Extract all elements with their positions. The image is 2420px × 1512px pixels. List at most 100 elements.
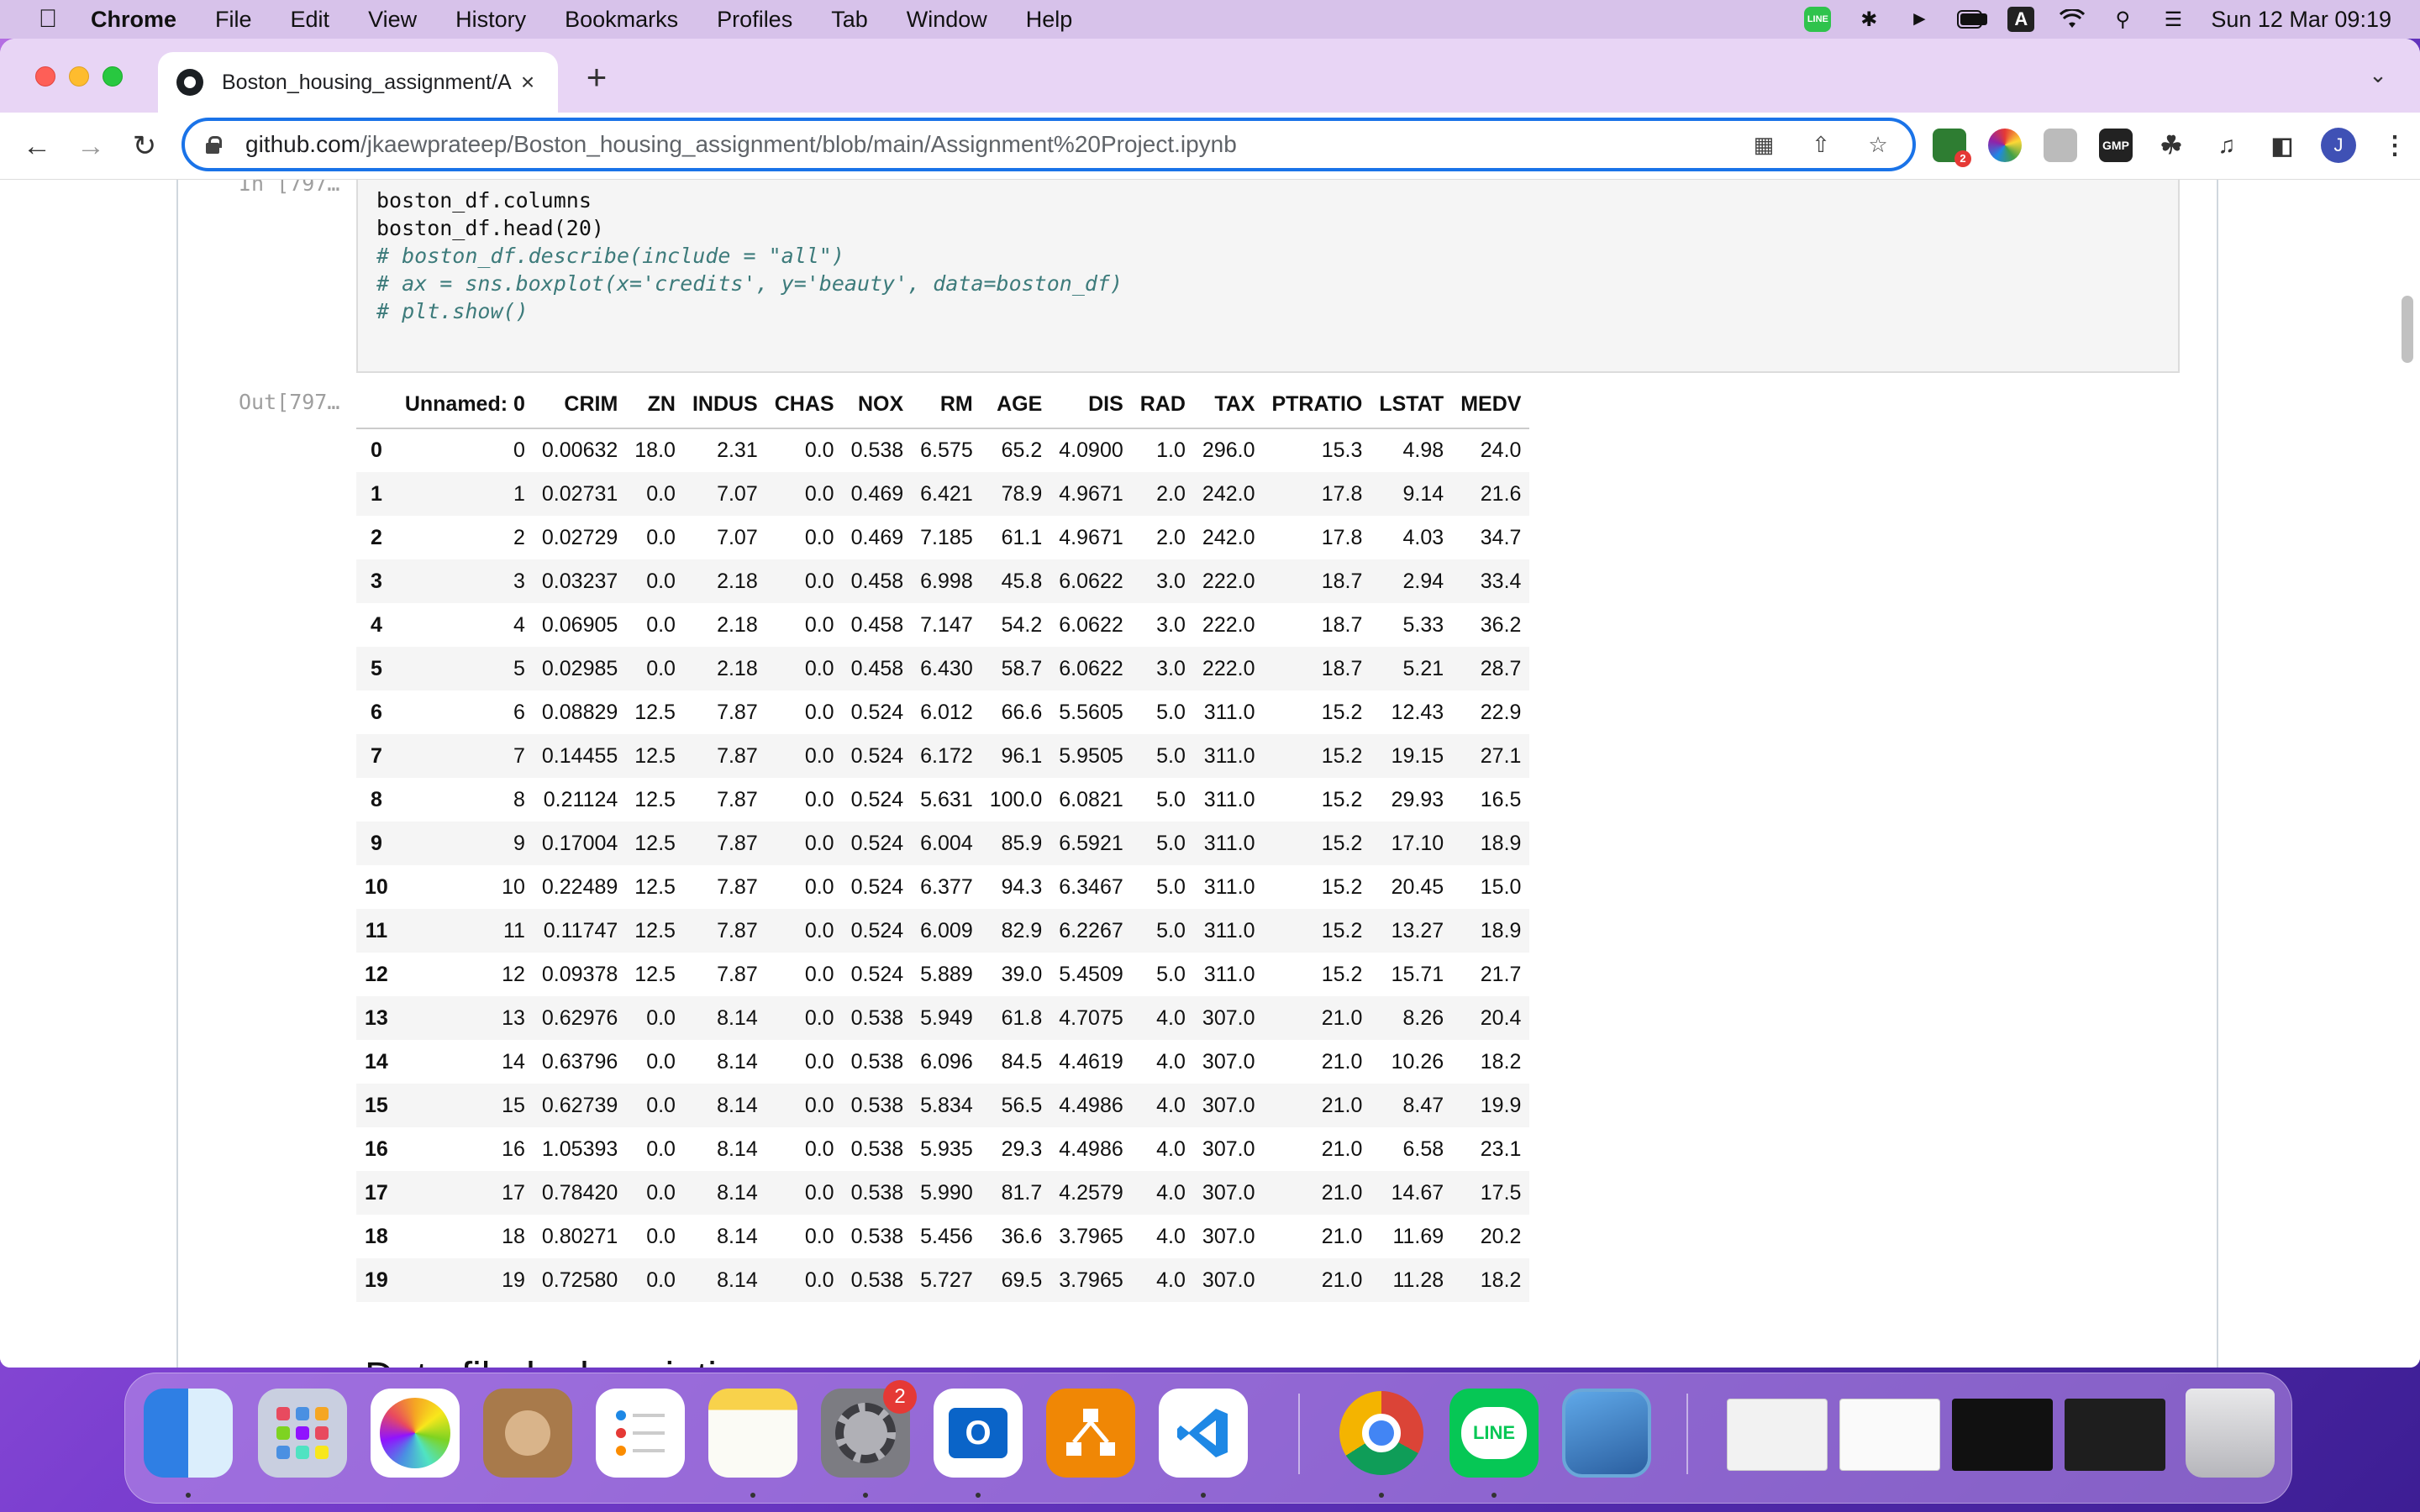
window-zoom-button[interactable]	[103, 66, 123, 87]
menu-view[interactable]: View	[368, 6, 418, 32]
share-icon[interactable]: ⇧	[1812, 132, 1830, 157]
table-cell: 21.0	[1321, 1049, 1363, 1074]
line-status-icon[interactable]: LINE	[1804, 7, 1832, 32]
url-path: /jkaewprateep/Boston_housing_assignment/…	[360, 131, 1237, 157]
table-cell: 307.0	[1202, 1268, 1255, 1292]
play-icon[interactable]: ►	[1909, 8, 1930, 30]
preview-icon[interactable]	[1562, 1389, 1651, 1478]
table-row: 16 16 1.05393 0.0 8.14 0.0 0.538 5.935 29.3 4.498…	[356, 1127, 1529, 1171]
table-cell: 8.14	[717, 1137, 758, 1161]
notes-icon[interactable]	[708, 1389, 797, 1478]
table-row: 18 18 0.80271 0.0 8.14 0.0 0.538 5.456 36.6 3.796…	[356, 1215, 1529, 1258]
row-index: 8	[370, 787, 382, 811]
vscode-icon[interactable]	[1159, 1389, 1248, 1478]
table-cell: 3.7965	[1059, 1268, 1123, 1292]
table-cell: 0.538	[850, 1005, 904, 1030]
menu-bookmarks[interactable]: Bookmarks	[565, 6, 679, 32]
finder-icon[interactable]	[144, 1389, 233, 1478]
window-close-button[interactable]	[35, 66, 55, 87]
system-settings-icon[interactable]: 2	[821, 1380, 917, 1478]
outlook-icon[interactable]: O	[934, 1389, 1023, 1478]
table-cell: 1.05393	[541, 1137, 618, 1161]
side-panel-icon[interactable]: ◧	[2270, 132, 2294, 159]
menu-profiles[interactable]: Profiles	[717, 6, 793, 32]
extension-evernote-icon[interactable]: 2	[1933, 129, 1971, 167]
input-source-icon[interactable]: A	[2007, 7, 2035, 32]
menu-help[interactable]: Help	[1025, 6, 1073, 32]
back-arrow-icon[interactable]: ←	[23, 130, 51, 162]
minimized-window-outlook[interactable]	[1727, 1399, 1828, 1471]
table-cell: 0.0	[804, 700, 834, 724]
menu-edit[interactable]: Edit	[290, 6, 330, 32]
line-app-icon[interactable]: LINE	[1449, 1389, 1539, 1478]
tab-search-chevron-icon[interactable]: ⌄	[2369, 62, 2387, 87]
table-cell: 2.94	[1402, 569, 1444, 593]
table-cell: 18	[502, 1224, 525, 1248]
menu-window[interactable]: Window	[906, 6, 987, 32]
table-cell: 0.524	[850, 831, 904, 855]
menu-app-chrome[interactable]: Chrome	[91, 6, 177, 32]
bookmark-star-icon[interactable]: ☆	[1868, 132, 1888, 157]
media-controls-icon[interactable]: ♫	[2217, 132, 2236, 158]
url-text[interactable]: github.com/jkaewprateep/Boston_housing_a…	[245, 131, 1237, 158]
table-cell: 6.0821	[1059, 787, 1123, 811]
table-cell: 6.3467	[1059, 874, 1123, 899]
window-minimize-button[interactable]	[69, 66, 89, 87]
table-cell: 0.0	[804, 525, 834, 549]
column-header: ZN	[626, 381, 684, 429]
table-cell: 0.538	[850, 1268, 904, 1292]
menu-history[interactable]: History	[455, 6, 527, 32]
table-cell: 5.4509	[1059, 962, 1123, 986]
page-scrollbar[interactable]	[2402, 296, 2413, 363]
menu-tab[interactable]: Tab	[831, 6, 868, 32]
apple-menu-icon[interactable]: 	[29, 5, 67, 34]
tab-close-icon[interactable]: ×	[520, 69, 535, 95]
spotlight-search-icon[interactable]: ⚲	[2115, 8, 2131, 31]
table-cell: 6.575	[920, 438, 973, 462]
extensions-puzzle-icon[interactable]: ☘	[2160, 131, 2183, 160]
minimized-window-chrome[interactable]	[1952, 1399, 2053, 1471]
control-center-icon[interactable]: ☰	[2164, 8, 2183, 31]
table-cell: 27.1	[1480, 743, 1522, 768]
menu-file[interactable]: File	[215, 6, 252, 32]
minimized-window-vscode[interactable]	[2065, 1399, 2165, 1471]
table-cell: 21.0	[1321, 1268, 1363, 1292]
column-header: LSTAT	[1370, 381, 1453, 429]
extension-color-picker-icon[interactable]	[1988, 129, 2022, 162]
new-tab-button[interactable]: +	[586, 57, 608, 97]
section-heading: Data fileds description	[365, 1354, 761, 1368]
address-bar[interactable]: github.com/jkaewprateep/Boston_housing_a…	[182, 118, 1916, 171]
photos-icon[interactable]	[371, 1389, 460, 1478]
reload-icon[interactable]: ↻	[132, 130, 157, 162]
menubar-clock[interactable]: Sun 12 Mar 09:19	[2211, 6, 2391, 32]
extension-image-icon[interactable]	[2044, 129, 2077, 162]
table-cell: 19.9	[1480, 1093, 1522, 1117]
drawio-icon[interactable]	[1046, 1389, 1135, 1478]
table-cell: 65.2	[1001, 438, 1043, 462]
bluetooth-icon[interactable]: ✱	[1860, 8, 1878, 31]
translate-icon[interactable]: ▦	[1753, 132, 1775, 157]
trash-icon[interactable]	[2186, 1389, 2275, 1478]
lock-icon[interactable]	[203, 135, 222, 154]
reminders-icon[interactable]	[596, 1389, 685, 1478]
table-cell: 0.524	[850, 874, 904, 899]
launchpad-icon[interactable]	[258, 1389, 347, 1478]
table-cell: 78.9	[1001, 481, 1043, 506]
tab-github-notebook[interactable]: Boston_housing_assignment/A ×	[158, 52, 558, 113]
contacts-icon[interactable]	[483, 1389, 572, 1478]
table-cell: 0.524	[850, 918, 904, 942]
forward-arrow-icon[interactable]: →	[76, 130, 105, 162]
chrome-icon[interactable]	[1337, 1389, 1426, 1478]
table-cell: 22.9	[1480, 700, 1522, 724]
page-viewport[interactable]: In [797… boston_df.columns boston_df.hea…	[0, 180, 2420, 1368]
battery-icon[interactable]	[1957, 7, 1988, 32]
table-cell: 6.2267	[1059, 918, 1123, 942]
table-cell: 39.0	[1001, 962, 1043, 986]
chrome-menu-icon[interactable]: ⋮	[2382, 131, 2407, 160]
wifi-icon[interactable]	[2060, 7, 2086, 32]
table-row: 0 0 0.00632 18.0 2.31 0.0 0.538 6.575 65.2 4.0900…	[356, 428, 1529, 472]
profile-avatar[interactable]: J	[2321, 128, 2356, 163]
minimized-window-notes[interactable]	[1839, 1399, 1940, 1471]
table-cell: 0.09378	[541, 962, 618, 986]
extension-gmp-icon[interactable]: GMP	[2099, 129, 2133, 162]
